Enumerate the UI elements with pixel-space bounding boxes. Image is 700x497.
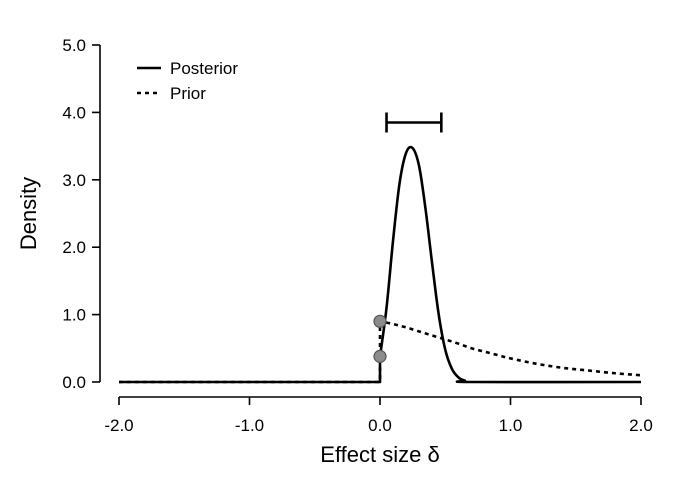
y-tick-label: 4.0: [62, 103, 86, 122]
x-tick-label: -2.0: [104, 416, 133, 435]
series-prior-line: [119, 320, 642, 384]
y-tick-label: 2.0: [62, 238, 86, 257]
y-tick-label: 1.0: [62, 306, 86, 325]
y-tick-label: 5.0: [62, 36, 86, 55]
credible-interval: [385, 112, 443, 133]
density-point: [373, 314, 387, 328]
y-tick-label: 3.0: [62, 171, 86, 190]
x-axis-label: Effect size δ: [320, 442, 439, 467]
legend: Posterior Prior: [137, 59, 238, 103]
density-point: [373, 349, 387, 363]
legend-label-posterior: Posterior: [170, 59, 238, 78]
series-layer: [119, 145, 642, 384]
axes: 0.0 1.0 2.0 3.0 4.0 5.0 -2.0 -1.0 0.0 1.0 2.0: [62, 36, 652, 435]
y-axis-label: Density: [16, 177, 41, 250]
x-tick-label: 0.0: [368, 416, 392, 435]
y-tick-label: 0.0: [62, 373, 86, 392]
series-posterior-line: [119, 145, 642, 384]
x-tick-label: 2.0: [629, 416, 653, 435]
legend-label-prior: Prior: [170, 84, 206, 103]
points-layer: [373, 314, 387, 363]
x-tick-label: 1.0: [499, 416, 523, 435]
x-tick-label: -1.0: [235, 416, 264, 435]
